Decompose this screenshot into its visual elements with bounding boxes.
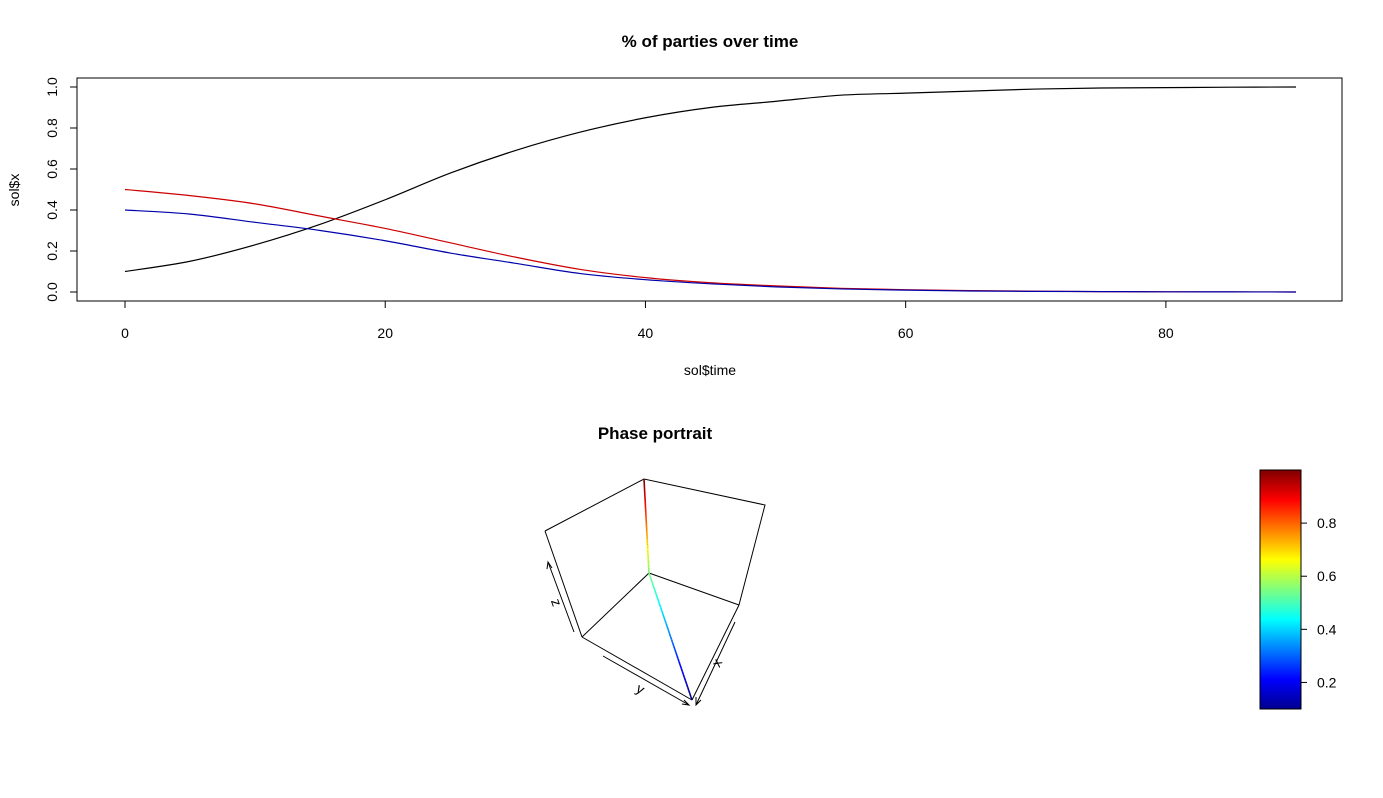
trajectory-segment	[677, 658, 680, 663]
y-tick-label: 0.0	[44, 282, 60, 302]
box-edge-back-bottom-right	[648, 572, 740, 606]
y-axis-label-3d: y	[633, 680, 647, 697]
z-arrowhead	[546, 560, 553, 570]
axis-arrows	[546, 560, 736, 707]
trajectory-segment	[688, 690, 691, 694]
x-axis-arrow	[695, 621, 736, 706]
box-edge-front-bottom	[581, 636, 693, 701]
trajectory-segment	[657, 601, 661, 606]
trajectory-segment	[686, 687, 690, 691]
trajectory-segment	[679, 664, 683, 669]
colorbar-tick-label: 0.4	[1317, 621, 1337, 637]
trajectory-segment	[665, 623, 669, 628]
trajectory-segment	[667, 629, 671, 634]
colorbar-tick-label: 0.8	[1317, 515, 1337, 531]
box-edge-front-left	[544, 530, 583, 638]
x-axis-label-3d: x	[708, 656, 725, 670]
x-tick-label: 40	[638, 325, 654, 341]
y-tick-label: 0.8	[44, 118, 60, 138]
y-tick-label: 1.0	[44, 77, 60, 97]
series-lines	[124, 86, 1297, 293]
phase-portrait-chart: Phase portrait z y x 0.2 0.4 0.6 0.8	[544, 424, 1337, 710]
x-axis: 0 20 40 60 80	[121, 300, 1174, 341]
trajectory-segment	[662, 614, 665, 618]
trajectory-segment	[661, 610, 664, 615]
trajectory-segment	[652, 585, 656, 590]
trajectory-segment	[676, 655, 679, 659]
trajectory-segment	[689, 693, 692, 698]
y-axis-arrow	[602, 655, 690, 706]
trajectory-segment	[672, 645, 676, 650]
y-tick-label: 0.4	[44, 200, 60, 220]
x-tick-label: 60	[898, 325, 914, 341]
trajectory-segment	[651, 582, 655, 586]
trajectory-segment	[648, 572, 651, 577]
colorbar-tick-label: 0.2	[1317, 674, 1337, 690]
trajectory-segment	[654, 591, 658, 596]
phase-trajectory	[643, 478, 693, 701]
colorbar-ticks: 0.2 0.4 0.6 0.8	[1301, 515, 1337, 690]
box-back-edges	[544, 478, 766, 606]
colorbar: 0.2 0.4 0.6 0.8	[1259, 469, 1337, 710]
trajectory-segment	[655, 594, 659, 599]
trajectory-segment	[681, 671, 685, 675]
colorbar-tick-label: 0.6	[1317, 568, 1337, 584]
trajectory-segment	[682, 674, 686, 679]
trajectory-segment	[683, 677, 687, 682]
y-tick-label: 0.2	[44, 241, 60, 261]
x-axis-label: sol$time	[684, 362, 736, 378]
y-axis: 0.0 0.2 0.4 0.6 0.8 1.0	[44, 77, 78, 302]
colorbar-gradient	[1259, 469, 1302, 710]
x-tick-label: 20	[377, 325, 393, 341]
trajectory-segment	[656, 598, 660, 602]
trajectory-segment	[671, 642, 675, 647]
y-tick-label: 0.6	[44, 159, 60, 179]
trajectory-segment	[685, 683, 689, 688]
box-edge-front-right	[691, 604, 740, 701]
trajectory-segment	[675, 652, 678, 656]
x-tick-label: 80	[1158, 325, 1174, 341]
trajectory-segment	[668, 633, 672, 637]
series-line-1	[124, 86, 1297, 273]
trajectory-segment	[678, 661, 681, 666]
chart-title: % of parties over time	[622, 32, 799, 51]
trajectory-segment	[674, 648, 677, 653]
trajectory-segment	[650, 579, 653, 583]
trajectory-segment	[690, 696, 693, 701]
z-axis-label: z	[548, 596, 565, 608]
trajectory-segment	[664, 620, 667, 625]
series-line-2	[124, 188, 1297, 293]
trajectory-segment	[649, 575, 652, 580]
trajectory-segment	[653, 588, 657, 593]
trajectory-segment	[680, 667, 684, 672]
plot-frame	[76, 77, 1343, 302]
trajectory-segment	[660, 607, 663, 612]
trajectory-segment	[670, 639, 674, 644]
phase-title: Phase portrait	[598, 424, 713, 443]
trajectory-segment	[663, 617, 666, 621]
trajectory-segment	[658, 604, 662, 609]
trajectory-segment	[684, 680, 688, 685]
series-line-3	[124, 209, 1297, 293]
box-edge-back-bottom-left	[581, 572, 650, 638]
x-arrowhead	[695, 697, 702, 707]
z-axis-arrow	[547, 561, 575, 633]
x-tick-label: 0	[121, 325, 129, 341]
y-axis-label: sol$x	[6, 174, 22, 207]
trajectory-segment	[669, 636, 673, 640]
y-arrowhead	[681, 699, 691, 706]
trajectory-segment	[666, 626, 670, 631]
time-series-chart: % of parties over time 0 20 40 60 80 0.00.20…	[6, 32, 1343, 378]
